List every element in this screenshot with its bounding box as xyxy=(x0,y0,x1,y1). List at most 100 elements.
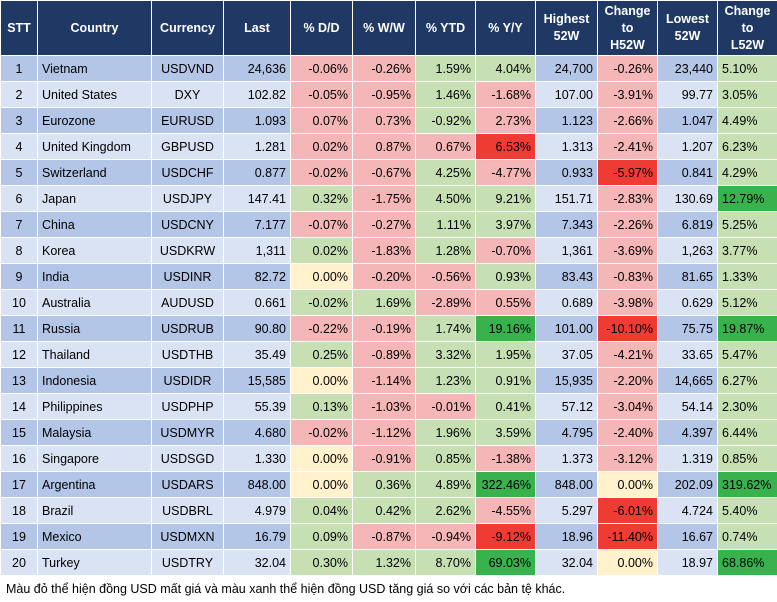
cell-pct-dd: 0.09% xyxy=(290,523,353,550)
cell-stt: 12 xyxy=(0,341,38,368)
cell-last: 35.49 xyxy=(223,341,291,368)
cell-lowest-52w: 0.629 xyxy=(657,289,718,316)
cell-change-h52w: -5.97% xyxy=(597,159,658,186)
cell-last: 55.39 xyxy=(223,393,291,420)
cell-pct-yy: 19.16% xyxy=(475,315,536,342)
cell-currency: USDCNY xyxy=(151,211,224,238)
table-row: 5 Switzerland USDCHF 0.877 -0.02% -0.67% 4.25%… xyxy=(0,159,777,186)
cell-last: 24,636 xyxy=(223,55,291,82)
cell-pct-ytd: 4.50% xyxy=(415,185,476,212)
cell-lowest-52w: 1.319 xyxy=(657,445,718,472)
cell-currency: USDIDR xyxy=(151,367,224,394)
table-row: 7 China USDCNY 7.177 -0.07% -0.27% 1.11% 3.97% 7… xyxy=(0,211,777,238)
cell-pct-ww: -0.19% xyxy=(352,315,416,342)
cell-last: 32.04 xyxy=(223,549,291,576)
table-row: 9 India USDINR 82.72 0.00% -0.20% -0.56% 0.93% 8… xyxy=(0,263,777,290)
cell-change-l52w: 5.12% xyxy=(717,289,777,316)
header-pct-yy: % Y/Y xyxy=(475,0,536,56)
cell-change-l52w: 319.62% xyxy=(717,471,777,498)
cell-currency: USDTRY xyxy=(151,549,224,576)
cell-pct-ytd: -0.01% xyxy=(415,393,476,420)
cell-pct-ytd: 8.70% xyxy=(415,549,476,576)
cell-pct-dd: 0.00% xyxy=(290,471,353,498)
table-header: STT Country Currency Last% D/D% W/W% YTD% Y… xyxy=(0,0,777,56)
cell-pct-dd: 0.30% xyxy=(290,549,353,576)
cell-highest-52w: 24,700 xyxy=(535,55,598,82)
cell-stt: 19 xyxy=(0,523,38,550)
cell-country: Russia xyxy=(37,315,152,342)
cell-change-h52w: -6.01% xyxy=(597,497,658,524)
cell-change-l52w: 68.86% xyxy=(717,549,777,576)
cell-last: 1,311 xyxy=(223,237,291,264)
cell-change-l52w: 3.77% xyxy=(717,237,777,264)
cell-last: 0.661 xyxy=(223,289,291,316)
cell-change-h52w: -3.91% xyxy=(597,81,658,108)
cell-pct-yy: 0.93% xyxy=(475,263,536,290)
cell-pct-ytd: 1.23% xyxy=(415,367,476,394)
cell-pct-ytd: 0.67% xyxy=(415,133,476,160)
cell-change-h52w: -2.83% xyxy=(597,185,658,212)
cell-stt: 17 xyxy=(0,471,38,498)
table-row: 17 Argentina USDARS 848.00 0.00% 0.36% 4.89% 32… xyxy=(0,471,777,498)
cell-pct-ytd: 2.62% xyxy=(415,497,476,524)
cell-stt: 11 xyxy=(0,315,38,342)
cell-stt: 1 xyxy=(0,55,38,82)
cell-pct-ytd: -2.89% xyxy=(415,289,476,316)
cell-last: 1.281 xyxy=(223,133,291,160)
cell-pct-ww: 1.69% xyxy=(352,289,416,316)
cell-pct-dd: 0.32% xyxy=(290,185,353,212)
cell-lowest-52w: 14,665 xyxy=(657,367,718,394)
cell-stt: 14 xyxy=(0,393,38,420)
cell-stt: 13 xyxy=(0,367,38,394)
cell-currency: EURUSD xyxy=(151,107,224,134)
cell-pct-ytd: 0.85% xyxy=(415,445,476,472)
cell-currency: GBPUSD xyxy=(151,133,224,160)
cell-last: 90.80 xyxy=(223,315,291,342)
cell-change-h52w: -10.10% xyxy=(597,315,658,342)
cell-currency: USDCHF xyxy=(151,159,224,186)
cell-country: Brazil xyxy=(37,497,152,524)
cell-highest-52w: 1.313 xyxy=(535,133,598,160)
cell-change-h52w: -0.26% xyxy=(597,55,658,82)
cell-stt: 16 xyxy=(0,445,38,472)
cell-pct-ww: -1.14% xyxy=(352,367,416,394)
header-currency: Currency xyxy=(151,0,224,56)
table-row: 19 Mexico USDMXN 16.79 0.09% -0.87% -0.94% -9.1… xyxy=(0,523,777,550)
cell-change-l52w: 3.05% xyxy=(717,81,777,108)
cell-pct-ytd: -0.92% xyxy=(415,107,476,134)
cell-stt: 9 xyxy=(0,263,38,290)
cell-highest-52w: 101.00 xyxy=(535,315,598,342)
cell-lowest-52w: 99.77 xyxy=(657,81,718,108)
cell-change-l52w: 6.44% xyxy=(717,419,777,446)
cell-pct-ytd: 4.89% xyxy=(415,471,476,498)
cell-pct-dd: -0.07% xyxy=(290,211,353,238)
cell-pct-yy: 322.46% xyxy=(475,471,536,498)
cell-lowest-52w: 75.75 xyxy=(657,315,718,342)
cell-pct-ww: 0.42% xyxy=(352,497,416,524)
cell-last: 4.680 xyxy=(223,419,291,446)
cell-currency: USDVND xyxy=(151,55,224,82)
cell-pct-dd: -0.22% xyxy=(290,315,353,342)
table-row: 10 Australia AUDUSD 0.661 -0.02% 1.69% -2.89% 0… xyxy=(0,289,777,316)
cell-change-l52w: 2.30% xyxy=(717,393,777,420)
cell-change-h52w: -2.66% xyxy=(597,107,658,134)
cell-highest-52w: 107.00 xyxy=(535,81,598,108)
cell-change-l52w: 6.23% xyxy=(717,133,777,160)
table-row: 18 Brazil USDBRL 4.979 0.04% 0.42% 2.62% -4.55%… xyxy=(0,497,777,524)
cell-highest-52w: 4.795 xyxy=(535,419,598,446)
cell-change-h52w: -0.83% xyxy=(597,263,658,290)
cell-last: 0.877 xyxy=(223,159,291,186)
cell-pct-yy: 9.21% xyxy=(475,185,536,212)
cell-pct-dd: 0.02% xyxy=(290,133,353,160)
cell-change-h52w: -3.04% xyxy=(597,393,658,420)
cell-highest-52w: 57.12 xyxy=(535,393,598,420)
table-row: 15 Malaysia USDMYR 4.680 -0.02% -1.12% 1.96% 3.… xyxy=(0,419,777,446)
cell-change-h52w: -3.69% xyxy=(597,237,658,264)
cell-stt: 20 xyxy=(0,549,38,576)
cell-country: Australia xyxy=(37,289,152,316)
cell-pct-ww: -0.26% xyxy=(352,55,416,82)
cell-pct-dd: 0.04% xyxy=(290,497,353,524)
cell-pct-dd: 0.25% xyxy=(290,341,353,368)
cell-pct-yy: -4.77% xyxy=(475,159,536,186)
